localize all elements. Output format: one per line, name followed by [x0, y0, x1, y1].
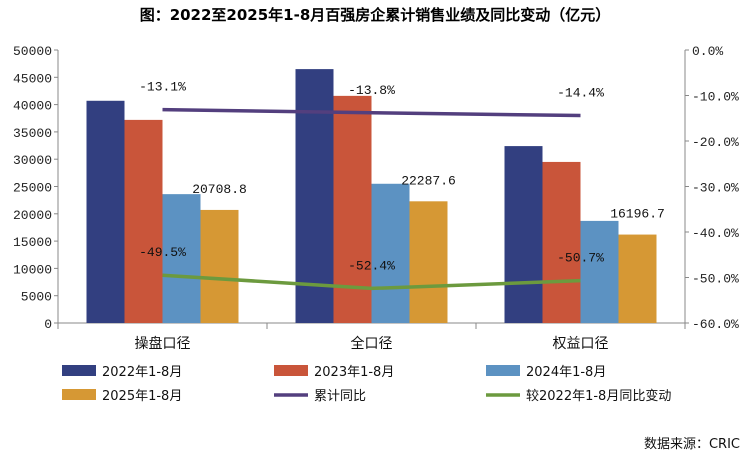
bar	[86, 100, 125, 323]
y2-tick-label: -20.0%	[692, 135, 739, 150]
legend-item: 较2022年1-8月同比变动	[486, 388, 671, 404]
y2-tick-label: -40.0%	[692, 226, 739, 241]
bar	[542, 161, 581, 323]
y2-tick-label: -60.0%	[692, 317, 739, 332]
x-category-label: 全口径	[351, 335, 393, 352]
line-data-label: -49.5%	[139, 245, 186, 260]
series-line	[162, 107, 581, 118]
legend-label: 2022年1-8月	[102, 365, 182, 380]
x-category-label: 权益口径	[553, 336, 609, 352]
legend-swatch	[62, 389, 96, 400]
line-data-label: -52.4%	[348, 258, 395, 273]
y-tick-label: 40000	[13, 99, 52, 114]
legend-item: 累计同比	[274, 389, 366, 404]
y-tick-label: 5000	[21, 290, 52, 305]
y-tick-label: 25000	[13, 181, 52, 196]
y2-tick-label: -50.0%	[692, 272, 739, 287]
legend-label: 2023年1-8月	[314, 365, 394, 380]
line-data-label: -13.8%	[348, 83, 395, 98]
y-tick-label: 0	[44, 317, 52, 332]
line-data-label: -13.1%	[139, 80, 186, 95]
bar	[124, 119, 163, 323]
legend-item: 2024年1-8月	[486, 365, 606, 380]
bar	[162, 194, 201, 323]
legend-item: 2022年1-8月	[62, 365, 182, 380]
y-tick-label: 45000	[13, 71, 52, 86]
y-tick-label: 20000	[13, 208, 52, 223]
line-data-label: -14.4%	[557, 86, 604, 101]
legend-swatch	[274, 365, 308, 376]
line-data-label: -50.7%	[557, 251, 604, 266]
y2-tick-label: 0.0%	[692, 44, 723, 59]
y2-tick-label: -30.0%	[692, 181, 739, 196]
legend-label: 较2022年1-8月同比变动	[526, 388, 671, 404]
y-tick-label: 35000	[13, 126, 52, 141]
bar-data-label: 22287.6	[401, 173, 456, 188]
bar	[618, 234, 657, 323]
y-tick-label: 15000	[13, 235, 52, 250]
y-tick-label: 30000	[13, 153, 52, 168]
source-note: 数据来源：CRIC	[644, 437, 740, 452]
legend-swatch	[62, 365, 96, 376]
bar	[371, 183, 410, 323]
bar	[504, 146, 543, 323]
legend-label: 2024年1-8月	[526, 365, 606, 380]
y-tick-label: 50000	[13, 44, 52, 59]
legend-item: 2023年1-8月	[274, 365, 394, 380]
series-line	[162, 273, 581, 291]
bar-data-label: 16196.7	[610, 207, 665, 222]
x-category-label: 操盘口径	[135, 335, 191, 352]
bar	[200, 209, 239, 323]
legend-item: 2025年1-8月	[62, 389, 182, 404]
chart-title: 图：2022至2025年1-8月百强房企累计销售业绩及同比变动（亿元）	[140, 6, 611, 24]
legend-swatch	[486, 365, 520, 376]
legend-label: 2025年1-8月	[102, 389, 182, 404]
bar-data-label: 20708.8	[192, 182, 247, 197]
y-tick-label: 10000	[13, 262, 52, 277]
bar	[409, 201, 448, 323]
bar	[580, 220, 619, 323]
y2-tick-label: -10.0%	[692, 90, 739, 105]
legend-label: 累计同比	[314, 389, 366, 404]
